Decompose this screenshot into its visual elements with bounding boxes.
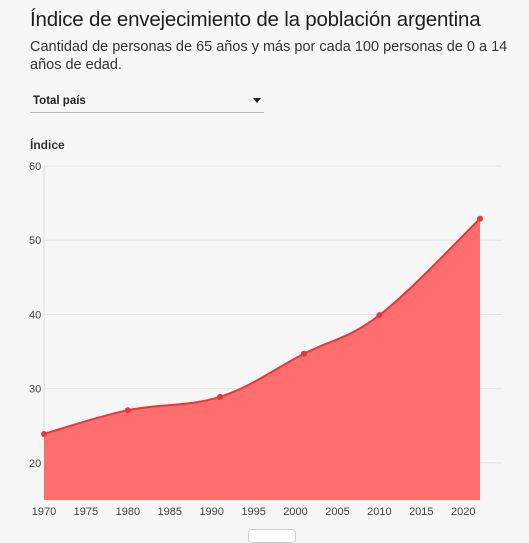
- y-axis-title: Índice: [30, 138, 65, 152]
- y-tick-label-50: 50: [29, 235, 41, 247]
- y-tick-label-40: 40: [29, 309, 41, 321]
- x-tick-label-1975: 1975: [74, 506, 98, 518]
- x-tick-label-2010: 2010: [367, 506, 391, 518]
- region-dropdown-value: Total país: [33, 95, 86, 107]
- data-point-2022[interactable]: [477, 215, 483, 222]
- series-area-0: [44, 218, 480, 500]
- data-points: [41, 215, 483, 437]
- series-line-0: [43, 217, 481, 435]
- y-tick-label-60: 60: [29, 161, 41, 173]
- region-dropdown[interactable]: Total país: [30, 94, 264, 113]
- chart-title: Índice de envejecimiento de la población…: [30, 8, 481, 31]
- x-tick-label-2005: 2005: [325, 506, 349, 518]
- chevron-down-icon[interactable]: [253, 98, 261, 103]
- source-tab[interactable]: [248, 529, 296, 543]
- y-tick-label-30: 30: [29, 384, 41, 396]
- chart-subtitle: Cantidad de personas de 65 años y más po…: [30, 39, 508, 73]
- data-point-1980[interactable]: [124, 407, 131, 414]
- x-tick-label-2020: 2020: [451, 506, 475, 518]
- y-tick-label-20: 20: [29, 458, 41, 470]
- data-point-2010[interactable]: [376, 312, 383, 319]
- x-tick-labels: 1970 1975 1980 1985 1990 1995 2000 2005 2010 2015…: [32, 506, 476, 518]
- x-tick-label-1995: 1995: [241, 506, 265, 518]
- y-tick-labels: 20 30 40 50 60: [29, 161, 41, 470]
- x-tick-label-1990: 1990: [199, 506, 223, 518]
- data-point-1970[interactable]: [41, 430, 47, 437]
- data-point-1991[interactable]: [217, 393, 224, 400]
- x-tick-label-1980: 1980: [116, 506, 140, 518]
- area-layer: [43, 217, 481, 500]
- x-tick-label-1985: 1985: [158, 506, 182, 518]
- x-tick-label-2015: 2015: [409, 506, 433, 518]
- x-tick-label-1970: 1970: [32, 506, 56, 518]
- x-tick-label-2000: 2000: [283, 506, 307, 518]
- data-point-2001[interactable]: [300, 350, 307, 357]
